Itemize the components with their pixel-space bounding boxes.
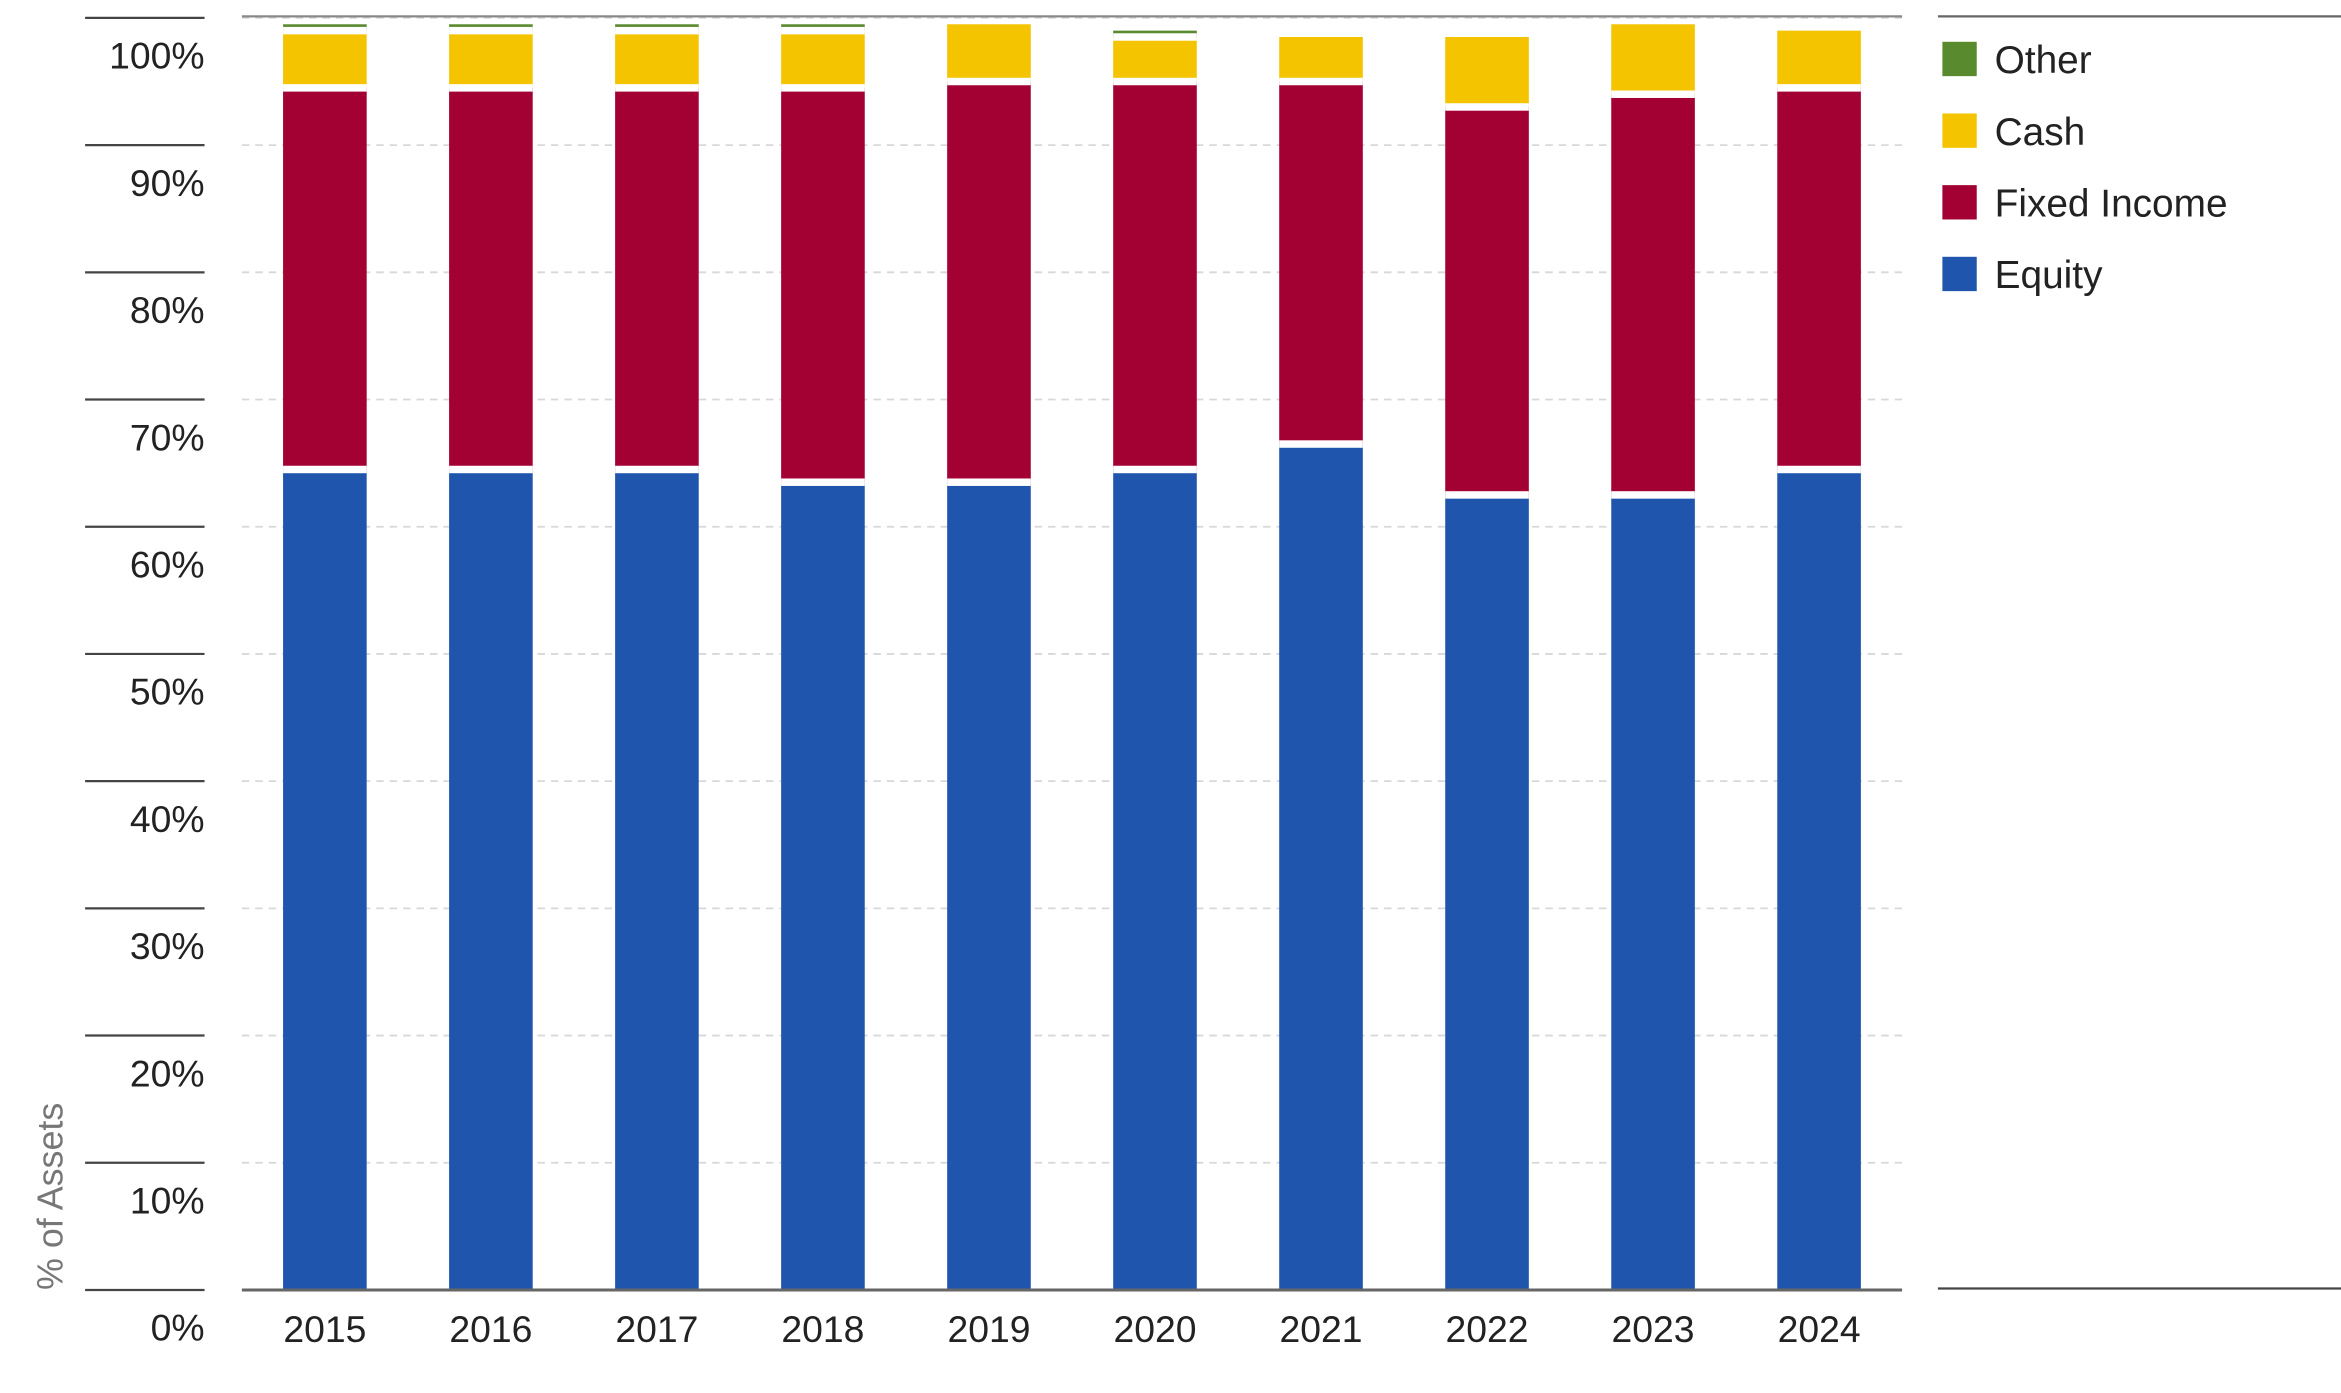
y-tick-label: 90% (130, 162, 205, 204)
bar-segment-cash (1611, 24, 1695, 95)
bar-segment-cash (947, 24, 1031, 82)
bar-segment-cash (1445, 36, 1529, 107)
bar-segment-equity (283, 469, 367, 1290)
bar-segment-separator (1777, 84, 1861, 92)
x-tick-label: 2018 (781, 1308, 864, 1350)
y-tick-label: 30% (130, 925, 205, 967)
bar-segment-equity (1279, 444, 1363, 1290)
legend-swatch-other (1942, 41, 1977, 77)
bar-segment-cash (781, 30, 865, 88)
bar-segment-separator (449, 84, 533, 92)
bar-segment-equity (947, 482, 1031, 1290)
bar-segment-cash (615, 30, 699, 88)
bar-segment-separator (781, 478, 865, 486)
legend: Other Cash Fixed Income Equity (1942, 39, 2228, 297)
legend-swatch-cash (1942, 113, 1977, 148)
bar-segment-separator (1279, 77, 1363, 86)
bar-segment-separator (1445, 491, 1529, 499)
bar-segment-fixed-income (1113, 81, 1197, 470)
y-tick-label: 0% (151, 1307, 205, 1349)
bar-segment-separator (947, 478, 1031, 486)
bar-segment-separator (781, 84, 865, 92)
legend-label-fixed-income: Fixed Income (1995, 182, 2228, 225)
bar-segment-fixed-income (1777, 87, 1861, 470)
bar-segment-separator (283, 26, 367, 35)
y-tick-label: 20% (130, 1052, 205, 1094)
bar-segment-separator (449, 26, 533, 35)
bar-segment-cash (449, 30, 533, 88)
bar-segment-fixed-income (1445, 106, 1529, 495)
bar-segment-separator (1611, 491, 1695, 499)
bar-segment-separator (283, 465, 367, 474)
bar-segment-cash (1113, 36, 1197, 82)
bar-segment-equity (781, 482, 865, 1290)
bar-segment-separator (449, 465, 533, 474)
y-tick-label: 70% (130, 416, 205, 458)
legend-label-cash: Cash (1995, 111, 2086, 154)
y-tick-label: 50% (130, 671, 205, 713)
bar-segment-equity (1611, 494, 1695, 1290)
bar-segment-separator (781, 26, 865, 35)
bar-segment-equity (449, 469, 533, 1290)
bar-segment-fixed-income (283, 87, 367, 470)
bar-segment-separator (615, 84, 699, 92)
bar-segment-equity (1445, 494, 1529, 1290)
x-tick-label: 2021 (1279, 1308, 1362, 1350)
x-tick-label: 2022 (1446, 1308, 1529, 1350)
bar-segment-fixed-income (449, 87, 533, 470)
bar-segment-separator (615, 26, 699, 35)
bar-segment-separator (283, 84, 367, 92)
bar-segment-fixed-income (1279, 81, 1363, 445)
bar-segment-separator (1113, 465, 1197, 474)
bar-segment-separator (1777, 465, 1861, 474)
bar-segment-fixed-income (781, 87, 865, 483)
bar-segment-fixed-income (947, 81, 1031, 483)
bar-segment-cash (1777, 30, 1861, 88)
y-axis-label: % of Assets (31, 1103, 71, 1290)
legend-swatch-fixed-income (1942, 185, 1977, 220)
legend-label-equity: Equity (1995, 254, 2103, 297)
x-tick-label: 2017 (615, 1308, 698, 1350)
y-axis-ticks: 0% 10% 20% 30% 40% 50% 60% 70% 80% 90% 100% (85, 16, 205, 1349)
bar-segment-separator (1113, 33, 1197, 41)
x-tick-label: 2024 (1778, 1308, 1861, 1350)
bar-segment-equity (1113, 469, 1197, 1290)
x-tick-label: 2020 (1113, 1308, 1196, 1350)
bar-segment-separator (1279, 440, 1363, 448)
bar-segment-separator (947, 77, 1031, 86)
x-tick-label: 2019 (947, 1308, 1030, 1350)
legend-label-other: Other (1995, 39, 2092, 82)
bar-segment-separator (1611, 90, 1695, 98)
bar-segment-cash (1279, 36, 1363, 82)
bars (283, 24, 1861, 1290)
bar-segment-equity (615, 469, 699, 1290)
x-tick-label: 2023 (1612, 1308, 1695, 1350)
y-tick-label: 100% (109, 35, 204, 77)
bar-segment-separator (1445, 103, 1529, 111)
y-tick-label: 40% (130, 798, 205, 840)
y-tick-label: 80% (130, 289, 205, 331)
axes (241, 15, 2341, 1292)
x-tick-label: 2015 (283, 1308, 366, 1350)
bar-segment-fixed-income (615, 87, 699, 470)
bar-segment-separator (1113, 77, 1197, 86)
bar-segment-separator (615, 465, 699, 474)
bar-segment-cash (283, 30, 367, 88)
y-tick-label: 60% (130, 543, 205, 585)
bar-segment-fixed-income (1611, 94, 1695, 495)
x-tick-label: 2016 (449, 1308, 532, 1350)
legend-swatch-equity (1942, 256, 1977, 292)
y-tick-label: 10% (130, 1180, 205, 1222)
bar-segment-equity (1777, 469, 1861, 1290)
x-axis-ticks: 2015 2016 2017 2018 2019 2020 2021 2022 2023 2024 (283, 1308, 1860, 1350)
